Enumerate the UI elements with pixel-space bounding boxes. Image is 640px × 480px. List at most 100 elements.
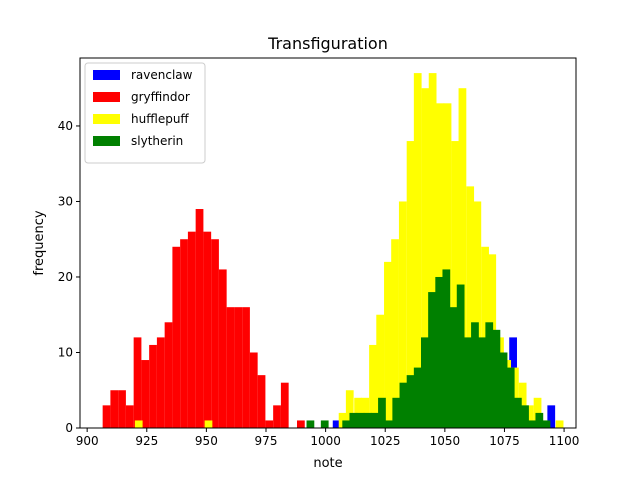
bar-gryffindor-24: [297, 420, 305, 428]
legend-label-gryffindor: gryffindor: [131, 90, 190, 104]
bar-slytherin-2: [342, 420, 351, 428]
x-tick-label-6: 1050: [430, 434, 461, 448]
x-tick-label-3: 975: [255, 434, 278, 448]
bar-gryffindor-10: [180, 239, 188, 428]
bar-slytherin-16: [442, 269, 451, 428]
bar-slytherin-24: [499, 352, 508, 428]
bar-hufflepuff-10: [398, 201, 407, 428]
bar-slytherin-10: [399, 382, 408, 428]
bar-hufflepuff-17: [451, 141, 460, 428]
bar-hufflepuff-11: [406, 141, 415, 428]
bar-slytherin-7: [378, 397, 386, 428]
bar-hufflepuff-9: [391, 239, 399, 428]
bar-gryffindor-18: [242, 307, 250, 428]
bar-gryffindor-21: [265, 420, 274, 428]
y-axis-label: frequency: [32, 210, 47, 276]
bar-gryffindor-1: [110, 390, 119, 428]
bar-slytherin-22: [485, 322, 494, 428]
bar-slytherin-28: [528, 420, 537, 428]
legend-label-ravenclaw: ravenclaw: [131, 68, 193, 82]
bar-gryffindor-7: [156, 337, 165, 428]
bar-hufflepuff-12: [413, 73, 422, 428]
bar-slytherin-5: [363, 412, 372, 428]
bar-slytherin-6: [370, 412, 379, 428]
bar-slytherin-11: [406, 375, 415, 428]
bar-slytherin-20: [471, 322, 479, 428]
bar-hufflepuff-20: [473, 201, 482, 428]
bar-gryffindor-23: [280, 382, 289, 428]
legend-swatch-hufflepuff: [93, 114, 120, 124]
histogram-bars: [102, 73, 564, 428]
bar-slytherin-9: [392, 397, 401, 428]
bar-hufflepuff-13: [421, 88, 430, 428]
bar-slytherin-12: [413, 367, 422, 428]
bar-slytherin-17: [449, 307, 458, 428]
bar-slytherin-23: [492, 329, 501, 428]
bar-slytherin-30: [542, 420, 551, 428]
bar-slytherin-14: [428, 292, 436, 428]
bar-hufflepuff-25: [511, 367, 519, 428]
chart-title: Transfiguration: [267, 34, 388, 53]
bar-gryffindor-22: [273, 405, 281, 428]
bar-slytherin-1: [320, 420, 329, 428]
legend-swatch-slytherin: [93, 136, 120, 146]
x-tick-label-0: 900: [76, 434, 99, 448]
bar-slytherin-19: [463, 337, 472, 428]
bar-slytherin-27: [521, 405, 529, 428]
bar-gryffindor-13: [203, 231, 212, 428]
legend-label-slytherin: slytherin: [131, 134, 183, 148]
legend-swatch-gryffindor: [93, 92, 120, 102]
bar-gryffindor-0: [102, 405, 111, 428]
x-axis: 900 925 950 975 1000 1025 1050 1075 1100: [76, 428, 580, 448]
x-tick-label-8: 1100: [549, 434, 580, 448]
legend-swatch-ravenclaw: [93, 70, 120, 80]
bar-hufflepuff-0: [134, 420, 143, 428]
bar-hufflepuff-18: [458, 88, 467, 428]
y-tick-label-0: 0: [65, 421, 73, 435]
bar-gryffindor-2: [118, 390, 126, 428]
bar-gryffindor-5: [141, 360, 150, 428]
bar-slytherin-26: [514, 397, 522, 428]
bar-slytherin-21: [478, 337, 486, 428]
y-tick-label-4: 40: [58, 119, 73, 133]
x-axis-label: note: [313, 456, 342, 471]
bar-hufflepuff-6: [369, 344, 377, 428]
x-tick-label-4: 1000: [310, 434, 341, 448]
bar-hufflepuff-30: [555, 420, 564, 428]
bar-slytherin-8: [385, 420, 393, 428]
bar-hufflepuff-19: [466, 186, 475, 428]
bar-hufflepuff-27: [525, 405, 534, 428]
bar-gryffindor-4: [133, 337, 142, 428]
bar-ravenclaw-0: [332, 420, 341, 428]
legend: ravenclaw gryffindor hufflepuff slytherin: [84, 62, 206, 164]
y-tick-label-3: 30: [58, 194, 73, 208]
bar-slytherin-13: [421, 337, 429, 428]
bar-slytherin-25: [506, 367, 515, 428]
bar-gryffindor-3: [125, 405, 134, 428]
x-tick-label-5: 1025: [370, 434, 401, 448]
bar-ravenclaw-2: [547, 405, 556, 428]
bar-slytherin-15: [435, 276, 444, 428]
y-tick-label-2: 20: [58, 270, 73, 284]
bar-slytherin-29: [535, 412, 544, 428]
bar-gryffindor-12: [195, 209, 204, 428]
plot-frame: [79, 57, 577, 429]
bar-gryffindor-15: [218, 269, 227, 428]
bar-slytherin-0: [306, 420, 315, 428]
bar-gryffindor-6: [149, 344, 157, 428]
bar-gryffindor-9: [172, 246, 181, 428]
x-tick-label-1: 925: [135, 434, 158, 448]
bar-hufflepuff-15: [436, 103, 445, 428]
bar-gryffindor-8: [164, 322, 173, 428]
bar-gryffindor-17: [234, 307, 243, 428]
bar-hufflepuff-3: [345, 390, 354, 428]
x-tick-label-2: 950: [195, 434, 218, 448]
bar-hufflepuff-26: [518, 382, 527, 428]
bar-slytherin-4: [356, 412, 365, 428]
bar-gryffindor-14: [211, 239, 219, 428]
bar-hufflepuff-7: [376, 314, 385, 428]
y-tick-label-1: 10: [58, 345, 73, 359]
bar-gryffindor-11: [187, 231, 196, 428]
legend-label-hufflepuff: hufflepuff: [131, 112, 189, 126]
